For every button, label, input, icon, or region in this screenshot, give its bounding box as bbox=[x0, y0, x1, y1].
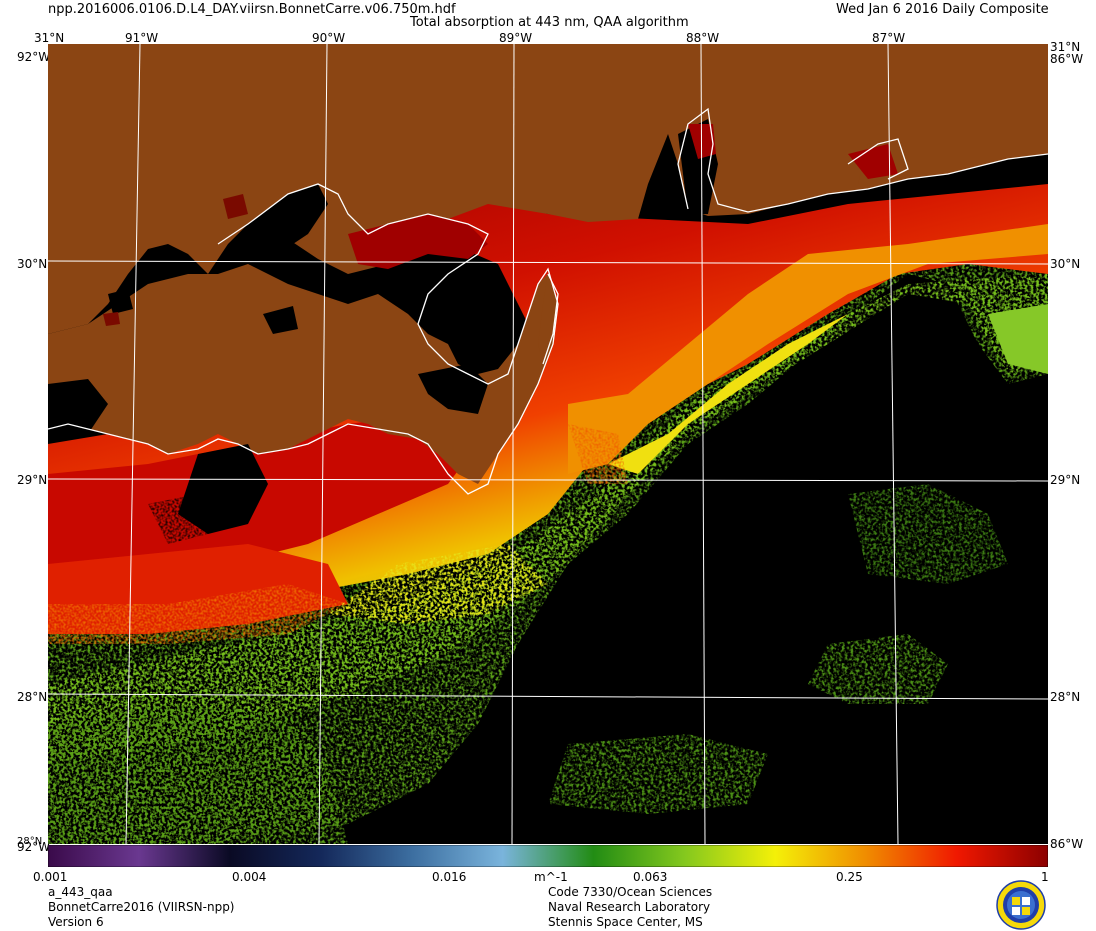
colorbar-unit: m^-1 bbox=[534, 870, 568, 884]
colorbar-tick-0.016: 0.016 bbox=[432, 870, 467, 884]
lat-label-30n-left: 30°N bbox=[17, 257, 48, 271]
corner-lat-label-top-left: 31°N bbox=[34, 31, 65, 45]
colorbar-tick-0.063: 0.063 bbox=[633, 870, 668, 884]
corner-lat-label-top-right: 31°N bbox=[1050, 40, 1081, 54]
river-plume bbox=[48, 184, 1048, 644]
footer-org-code: Code 7330/Ocean Sciences bbox=[548, 885, 713, 899]
lat-label-29n-right: 29°N bbox=[1050, 473, 1081, 487]
product-title: Total absorption at 443 nm, QAA algorith… bbox=[410, 15, 689, 30]
nrl-seal-icon bbox=[996, 880, 1046, 930]
colorbar bbox=[48, 845, 1048, 867]
footer-version: Version 6 bbox=[48, 915, 104, 929]
colorbar-tick-0.004: 0.004 bbox=[232, 870, 267, 884]
corner-lat-label-bottom-left: 28°N bbox=[17, 836, 43, 847]
corner-lon-label-bottom-right: 86°W bbox=[1050, 837, 1084, 851]
file-name: npp.2016006.0106.D.L4_DAY.viirsn.BonnetC… bbox=[48, 2, 456, 17]
lon-label-91w: 91°W bbox=[125, 31, 159, 45]
composite-date: Wed Jan 6 2016 Daily Composite bbox=[836, 2, 1049, 17]
lon-label-88w: 88°W bbox=[686, 31, 720, 45]
lon-label-90w: 90°W bbox=[312, 31, 346, 45]
colorbar-tick-0.001: 0.001 bbox=[33, 870, 68, 884]
inland-waters bbox=[48, 119, 898, 544]
lat-label-28n-left: 28°N bbox=[17, 690, 48, 704]
lat-label-28n-right: 28°N bbox=[1050, 690, 1081, 704]
shelf-water-green bbox=[48, 244, 1048, 844]
colorbar-tick-1: 1 bbox=[1041, 870, 1049, 884]
corner-lon-label-top-left: 92°W bbox=[17, 50, 51, 64]
footer-product-name: a_443_qaa bbox=[48, 885, 113, 899]
absorption-map bbox=[48, 44, 1048, 844]
coastline bbox=[48, 107, 1048, 495]
lat-label-29n-left: 29°N bbox=[17, 473, 48, 487]
footer-dataset: BonnetCarre2016 (VIIRSN-npp) bbox=[48, 900, 235, 914]
footer-org-location: Stennis Space Center, MS bbox=[548, 915, 703, 929]
lon-label-87w: 87°W bbox=[872, 31, 906, 45]
colorbar-tick-0.25: 0.25 bbox=[836, 870, 863, 884]
colorbar-gradient bbox=[48, 845, 1048, 867]
corner-lon-label-bottom-left: 92°W bbox=[17, 840, 51, 854]
graticule bbox=[48, 44, 1048, 844]
lon-label-89w: 89°W bbox=[499, 31, 533, 45]
corner-lon-label-top-right: 86°W bbox=[1050, 52, 1084, 66]
footer-org-name: Naval Research Laboratory bbox=[548, 900, 711, 914]
lat-label-30n-right: 30°N bbox=[1050, 257, 1081, 271]
